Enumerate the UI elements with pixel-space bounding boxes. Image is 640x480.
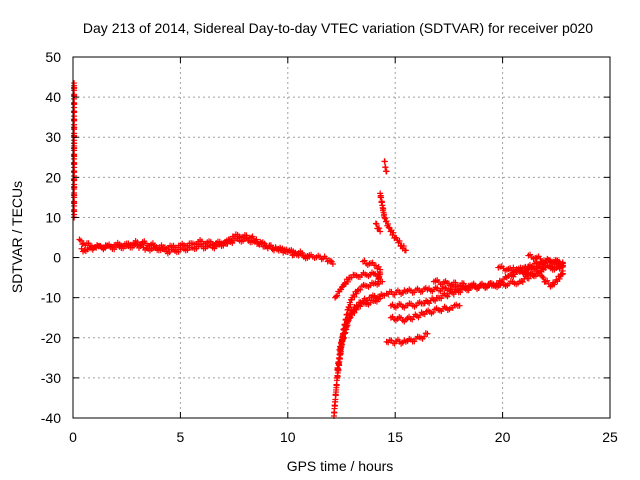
data-point <box>338 341 345 348</box>
series-arc-main-b <box>78 231 313 262</box>
data-point <box>387 228 394 235</box>
series-dip-5 <box>359 257 384 285</box>
series-rise-f <box>495 262 566 290</box>
data-point <box>381 158 388 165</box>
data-point <box>372 262 379 269</box>
data-point <box>438 295 445 302</box>
series-outliers <box>71 80 78 221</box>
data-point <box>553 276 560 283</box>
data-point <box>376 225 383 232</box>
data-point <box>346 315 353 322</box>
data-point <box>333 293 340 300</box>
data-point <box>390 229 397 236</box>
data-point <box>353 306 360 313</box>
data-points <box>71 80 566 419</box>
y-tick-label: 40 <box>45 89 61 105</box>
y-tick-label: 30 <box>45 129 61 145</box>
data-point <box>357 303 364 310</box>
series-spike-top <box>381 158 390 175</box>
y-tick-label: 20 <box>45 169 61 185</box>
data-point <box>540 274 547 281</box>
data-point <box>402 247 409 254</box>
data-point <box>381 214 388 221</box>
data-point <box>400 243 407 250</box>
plot-frame <box>72 56 611 419</box>
data-point <box>556 275 563 282</box>
series-rise-a <box>383 256 566 298</box>
y-tick-label: -10 <box>41 290 61 306</box>
data-point <box>306 253 313 260</box>
data-point <box>456 302 463 309</box>
data-point <box>375 278 382 285</box>
data-point <box>341 335 348 342</box>
data-point <box>424 330 431 337</box>
y-tick-label: 50 <box>45 49 61 65</box>
data-point <box>267 242 274 249</box>
x-tick-label: 15 <box>387 429 403 445</box>
data-point <box>377 295 384 302</box>
y-tick-label: 10 <box>45 209 61 225</box>
series-rise-d <box>383 330 431 347</box>
data-point <box>341 280 348 287</box>
y-tick-label: -40 <box>41 410 61 426</box>
data-point <box>551 281 558 288</box>
data-point <box>383 168 390 175</box>
data-point <box>77 237 84 244</box>
data-point <box>348 311 355 318</box>
x-tick-label: 0 <box>69 429 77 445</box>
data-point <box>377 228 384 235</box>
data-point <box>228 237 235 244</box>
data-point <box>421 333 428 340</box>
data-point <box>559 259 566 266</box>
x-tick-label: 5 <box>177 429 185 445</box>
data-point <box>337 345 344 352</box>
y-axis-label: SDTVAR / TECUs <box>9 181 25 293</box>
y-tick-label: 0 <box>53 250 61 266</box>
x-tick-label: 20 <box>495 429 511 445</box>
data-point <box>353 290 360 297</box>
data-point <box>79 241 86 248</box>
data-point <box>544 277 551 284</box>
x-tick-label: 25 <box>602 429 618 445</box>
data-point <box>539 273 546 280</box>
y-tick-label: -30 <box>41 370 61 386</box>
x-tick-label: 10 <box>280 429 296 445</box>
data-point <box>373 221 380 228</box>
data-point <box>519 278 526 285</box>
series-rise-h <box>525 251 566 268</box>
chart-title: Day 213 of 2014, Sidereal Day-to-day VTE… <box>83 20 593 36</box>
data-point <box>357 286 364 293</box>
series-dip-4 <box>332 269 384 301</box>
data-point <box>249 233 256 240</box>
data-point <box>354 287 361 294</box>
data-point <box>327 257 334 264</box>
data-point <box>351 293 358 300</box>
data-point <box>334 292 341 299</box>
axis-ticks: 0 5 10 15 20 25 -40 -30 -20 -10 0 10 20 30 40 50 <box>41 49 618 445</box>
data-point <box>347 301 354 308</box>
series-spike-low <box>372 220 384 235</box>
series-rise-c <box>387 301 463 325</box>
data-point <box>224 240 231 247</box>
data-point <box>253 236 260 243</box>
data-point <box>344 278 351 285</box>
data-point <box>351 309 358 316</box>
series-spike-arc <box>377 190 409 254</box>
data-point <box>525 275 532 282</box>
data-point <box>248 234 255 241</box>
data-point <box>361 257 368 264</box>
series-dip-3 <box>336 295 384 353</box>
data-point <box>396 237 403 244</box>
series-rise-g <box>510 262 566 275</box>
x-axis-label: GPS time / hours <box>287 458 394 474</box>
data-point <box>76 236 83 243</box>
y-tick-label: -20 <box>41 330 61 346</box>
data-point <box>227 236 234 243</box>
data-point <box>385 220 392 227</box>
data-point <box>323 255 330 262</box>
data-point <box>329 260 336 267</box>
